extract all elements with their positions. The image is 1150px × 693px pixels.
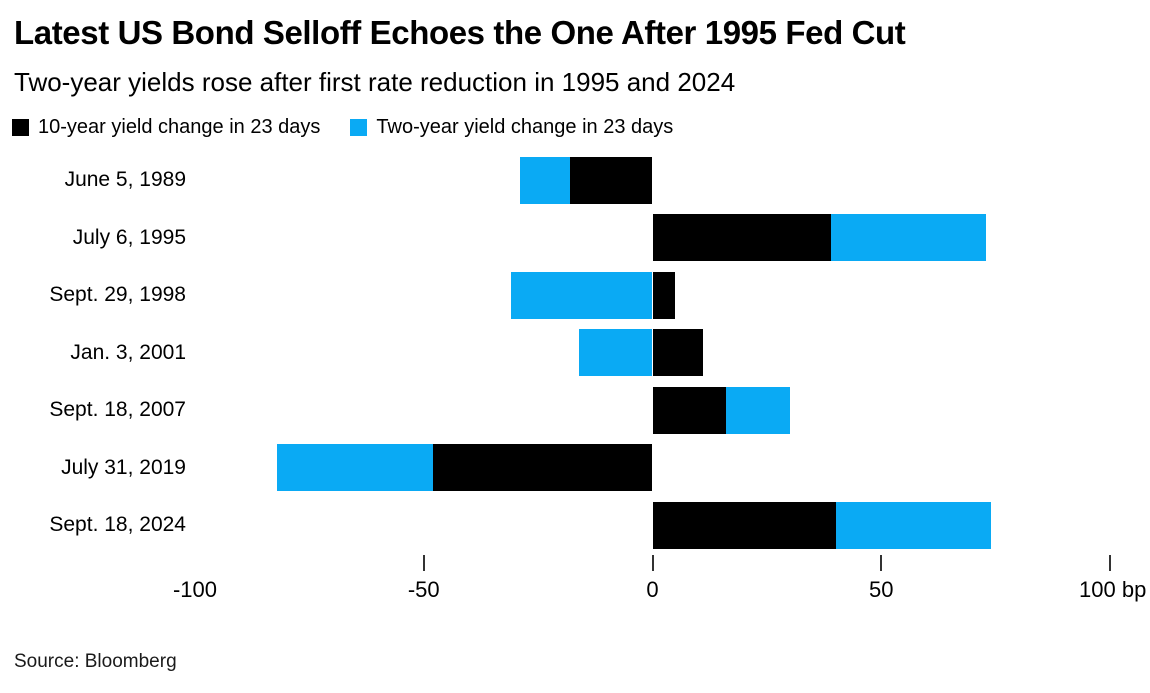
axis-tick-label: -50 [407, 576, 440, 602]
category-label: Sept. 29, 1998 [49, 283, 186, 307]
chart-row: Sept. 18, 2024 [0, 496, 1150, 554]
legend-swatch-icon [350, 119, 368, 137]
bar-ten-year [652, 271, 676, 319]
category-label: Sept. 18, 2007 [49, 398, 186, 422]
bar-two-year [579, 329, 653, 377]
bar-ten-year [570, 156, 653, 204]
bar-ten-year [652, 329, 703, 377]
axis-label-strip: -100 -50 0 50 100 bp [173, 576, 1146, 605]
row-plot-area [195, 271, 1110, 319]
legend-item-two-year: Two-year yield change in 23 days [350, 116, 673, 139]
axis-tick-label: 100 bp [1079, 576, 1147, 602]
chart-row: Sept. 18, 2007 [0, 381, 1150, 439]
legend-swatch-icon [12, 119, 29, 137]
bar-ten-year [652, 501, 836, 549]
chart-title: Latest US Bond Selloff Echoes the One Af… [14, 14, 906, 51]
category-label: June 5, 1989 [64, 168, 186, 192]
bar-ten-year [652, 386, 726, 434]
category-label: July 31, 2019 [61, 455, 186, 479]
axis-tick-mark [422, 554, 425, 571]
axis-tick-strip [195, 554, 1111, 571]
bar-ten-year [652, 214, 831, 262]
row-plot-area [195, 501, 1110, 549]
bar-chart: June 5, 1989 July 6, 1995 Sept. 29, 1998 Ja… [0, 151, 1150, 554]
axis-tick-label: 0 [646, 576, 659, 602]
legend-item-ten-year: 10-year yield change in 23 days [12, 116, 320, 139]
chart-row: July 31, 2019 [0, 439, 1150, 497]
axis-tick-mark [1109, 554, 1111, 571]
axis-tick-mark [880, 554, 883, 571]
chart-subtitle: Two-year yields rose after first rate re… [14, 67, 736, 98]
axis-tick-label: 50 [869, 576, 894, 602]
legend-label: Two-year yield change in 23 days [376, 116, 674, 139]
category-label: Sept. 18, 2024 [49, 513, 186, 537]
axis-tick-label: -100 [172, 576, 218, 602]
x-axis-ticks [0, 554, 1150, 571]
row-plot-area [195, 444, 1110, 492]
chart-row: Sept. 29, 1998 [0, 266, 1150, 324]
bar-two-year [725, 386, 790, 434]
axis-spacer [0, 554, 186, 571]
legend-label: 10-year yield change in 23 days [38, 116, 321, 139]
bar-two-year [510, 271, 653, 319]
chart-row: July 6, 1995 [0, 209, 1150, 267]
bar-two-year [519, 156, 571, 204]
source-label: Source: Bloomberg [14, 650, 177, 672]
category-label: July 6, 1995 [72, 225, 186, 249]
row-plot-area [195, 329, 1110, 377]
row-plot-area [195, 386, 1110, 434]
bar-two-year [830, 214, 987, 262]
row-plot-area [195, 156, 1110, 204]
bar-ten-year [432, 444, 653, 492]
category-label: Jan. 3, 2001 [70, 340, 186, 364]
axis-tick-mark [651, 554, 654, 571]
bar-two-year [835, 501, 992, 549]
chart-legend: 10-year yield change in 23 days Two-year … [12, 116, 1150, 139]
row-plot-area [195, 214, 1110, 262]
bar-two-year [277, 444, 433, 492]
chart-row: June 5, 1989 [0, 151, 1150, 209]
axis-spacer [0, 577, 186, 605]
x-axis-labels: -100 -50 0 50 100 bp [0, 577, 1150, 605]
chart-row: Jan. 3, 2001 [0, 324, 1150, 382]
